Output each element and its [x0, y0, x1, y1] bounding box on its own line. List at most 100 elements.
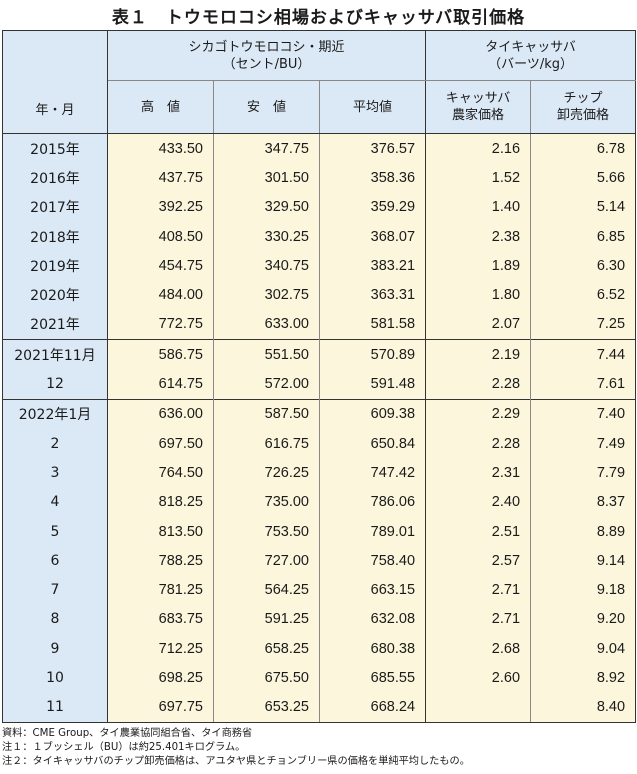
table-row: 2018年 408.50 330.25 368.07 2.38 6.85 [2, 221, 637, 252]
table-row: 2017年 392.25 329.50 359.29 1.40 5.14 [2, 192, 637, 222]
table-row: 3 764.50 726.25 747.42 2.31 7.79 [2, 458, 637, 488]
cell-low: 653.25 [213, 692, 320, 723]
cell-farm-price: 2.68 [425, 634, 531, 664]
cell-low: 726.25 [213, 458, 320, 488]
table-row: 2021年 772.75 633.00 581.58 2.07 7.25 [2, 309, 637, 340]
row-label: 7 [2, 575, 108, 605]
row-label: 10 [2, 663, 108, 693]
table-row: 2020年 484.00 302.75 363.31 1.80 6.52 [2, 280, 637, 310]
table-row: 10 698.25 675.50 685.55 2.60 8.92 [2, 663, 637, 693]
cell-average: 376.57 [318, 133, 426, 164]
cell-average: 363.31 [318, 280, 426, 310]
cell-high: 437.75 [107, 163, 214, 193]
cell-high: 408.50 [107, 221, 214, 252]
cell-farm-price: 1.40 [425, 192, 531, 222]
cell-farm-price: 2.07 [425, 309, 531, 340]
cell-high: 781.25 [107, 575, 214, 605]
note-2: 注２：タイキャッサバのチップ卸売価格は、アユタヤ県とチョンブリー県の価格を単純平… [2, 756, 470, 767]
row-label: 2019年 [2, 251, 108, 281]
cell-chip-price: 7.61 [530, 369, 637, 400]
row-label: 8 [2, 604, 108, 635]
table-row: 2016年 437.75 301.50 358.36 1.52 5.66 [2, 163, 637, 193]
cell-farm-price: 1.89 [425, 251, 531, 281]
table-row: 2019年 454.75 340.75 383.21 1.89 6.30 [2, 251, 637, 281]
cell-low: 587.50 [213, 398, 320, 429]
cell-high: 697.50 [107, 428, 214, 459]
cell-average: 650.84 [318, 428, 426, 459]
cell-low: 591.25 [213, 604, 320, 635]
cell-chip-price: 9.14 [530, 546, 637, 576]
cell-low: 301.50 [213, 163, 320, 193]
cell-average: 758.40 [318, 546, 426, 576]
cassava-group-unit: （バーツ/kg） [488, 56, 573, 72]
cell-chip-price: 9.04 [530, 634, 637, 664]
cell-high: 586.75 [107, 339, 214, 370]
cell-low: 727.00 [213, 546, 320, 576]
cell-average: 663.15 [318, 575, 426, 605]
header-high: 高 値 [107, 80, 214, 134]
cell-chip-price: 6.85 [530, 221, 637, 252]
note-1: 注１：１ブッシェル（BU）は約25.401キログラム。 [2, 742, 246, 753]
cell-farm-price: 2.19 [425, 339, 531, 370]
cell-low: 340.75 [213, 251, 320, 281]
cell-farm-price: 1.52 [425, 163, 531, 193]
table-row: 2022年1月 636.00 587.50 609.38 2.29 7.40 [2, 398, 637, 429]
cell-high: 433.50 [107, 133, 214, 164]
cell-farm-price: 2.29 [425, 398, 531, 429]
cell-high: 788.25 [107, 546, 214, 576]
cell-high: 698.25 [107, 663, 214, 693]
cell-chip-price: 8.89 [530, 516, 637, 547]
cell-low: 658.25 [213, 634, 320, 664]
cell-high: 392.25 [107, 192, 214, 222]
table-row: 2 697.50 616.75 650.84 2.28 7.49 [2, 428, 637, 459]
cell-chip-price: 6.30 [530, 251, 637, 281]
cell-average: 609.38 [318, 398, 426, 429]
cell-chip-price: 7.79 [530, 458, 637, 488]
source-note: 資料：CME Group、タイ農業協同組合省、タイ商務省 [2, 728, 253, 739]
cell-farm-price: 2.16 [425, 133, 531, 164]
table-row: 4 818.25 735.00 786.06 2.40 8.37 [2, 487, 637, 517]
cell-farm-price: 2.28 [425, 369, 531, 400]
cell-high: 683.75 [107, 604, 214, 635]
cassava-group-title: タイキャッサバ [485, 39, 576, 55]
row-label: 6 [2, 546, 108, 576]
price-table: 年・月 シカゴトウモロコシ・期近 （セント/BU） タイキャッサバ （バーツ/k… [2, 30, 637, 723]
cell-chip-price: 7.44 [530, 339, 637, 370]
corn-group-unit: （セント/BU） [222, 56, 311, 72]
cell-high: 454.75 [107, 251, 214, 281]
table-row: 7 781.25 564.25 663.15 2.71 9.18 [2, 575, 637, 605]
table-row: 9 712.25 658.25 680.38 2.68 9.04 [2, 634, 637, 664]
cell-average: 789.01 [318, 516, 426, 547]
cell-low: 735.00 [213, 487, 320, 517]
cell-high: 697.75 [107, 692, 214, 723]
row-label: 11 [2, 692, 108, 723]
cell-farm-price: 2.57 [425, 546, 531, 576]
cell-average: 680.38 [318, 634, 426, 664]
cell-low: 329.50 [213, 192, 320, 222]
table-title: 表１ トウモロコシ相場およびキャッサバ取引価格 [111, 8, 526, 28]
header-year-month: 年・月 [2, 30, 108, 134]
cell-low: 753.50 [213, 516, 320, 547]
row-label: 4 [2, 487, 108, 517]
cell-average: 359.29 [318, 192, 426, 222]
cell-average: 685.55 [318, 663, 426, 693]
cell-low: 572.00 [213, 369, 320, 400]
row-label: 2 [2, 428, 108, 459]
cell-chip-price: 8.40 [530, 692, 637, 723]
header-corn-group: シカゴトウモロコシ・期近 （セント/BU） [107, 30, 426, 81]
cell-average: 358.36 [318, 163, 426, 193]
cell-farm-price: 2.28 [425, 428, 531, 459]
cell-chip-price: 8.37 [530, 487, 637, 517]
cell-low: 330.25 [213, 221, 320, 252]
row-label: 2020年 [2, 280, 108, 310]
row-label: 5 [2, 516, 108, 547]
row-label: 12 [2, 369, 108, 400]
cell-low: 616.75 [213, 428, 320, 459]
cell-average: 747.42 [318, 458, 426, 488]
cell-farm-price: 2.40 [425, 487, 531, 517]
cell-farm-price: 2.31 [425, 458, 531, 488]
cell-farm-price: 2.71 [425, 604, 531, 635]
cell-chip-price: 6.52 [530, 280, 637, 310]
cell-low: 347.75 [213, 133, 320, 164]
row-label: 2021年11月 [2, 339, 108, 370]
